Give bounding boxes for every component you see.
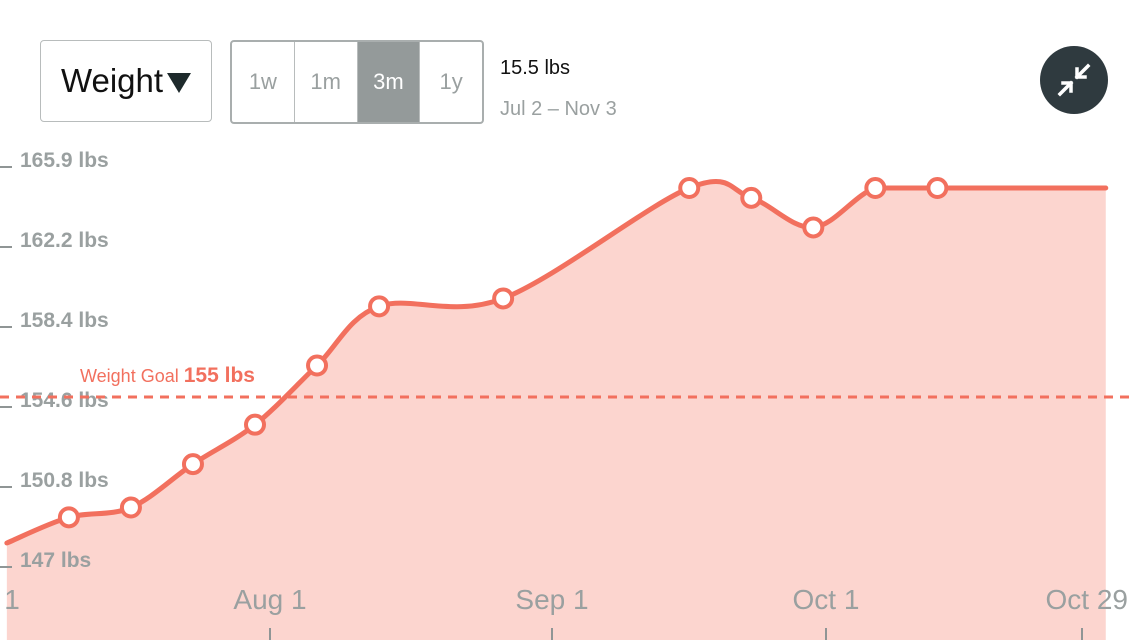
range-1y-button[interactable]: 1y bbox=[439, 69, 463, 94]
chart-area-fill bbox=[6, 181, 1106, 640]
data-point bbox=[57, 506, 80, 529]
caret-down-icon bbox=[167, 73, 192, 93]
metric-dropdown[interactable]: Weight bbox=[40, 40, 212, 122]
goal-label: Weight Goal 155 lbs bbox=[80, 364, 255, 387]
x-tick-label: Sep 1 bbox=[515, 584, 588, 615]
data-point bbox=[181, 453, 204, 476]
range-1w-button[interactable]: 1w bbox=[232, 42, 295, 122]
x-tick-label: Oct 29 bbox=[1046, 584, 1128, 615]
x-tick-label: Oct 1 bbox=[793, 584, 860, 615]
weight-change-value: 15.5 lbs bbox=[500, 57, 571, 79]
data-point bbox=[306, 354, 329, 377]
y-tick-label: 154.6 lbs bbox=[20, 389, 109, 412]
range-1m-button[interactable]: 1m bbox=[295, 42, 358, 122]
data-point bbox=[864, 177, 887, 199]
data-point bbox=[119, 496, 142, 519]
y-tick-label: 150.8 lbs bbox=[20, 469, 109, 492]
x-tick-label: Aug 1 bbox=[233, 584, 306, 615]
data-point bbox=[926, 177, 949, 199]
time-range-selector: 1w 1m 3m 1y bbox=[230, 40, 484, 124]
collapse-arrows-icon bbox=[1057, 63, 1091, 97]
collapse-button[interactable] bbox=[1040, 46, 1108, 114]
date-range-label: Jul 2 – Nov 3 bbox=[500, 98, 617, 120]
data-point bbox=[678, 177, 701, 199]
range-3m-button[interactable]: 3m bbox=[357, 42, 421, 122]
data-point bbox=[492, 287, 515, 310]
y-tick-label: 162.2 lbs bbox=[20, 229, 109, 252]
y-tick-label: 158.4 lbs bbox=[20, 309, 109, 332]
data-point bbox=[244, 413, 266, 436]
data-point bbox=[368, 295, 391, 318]
x-tick-label: 1 bbox=[4, 584, 20, 615]
metric-label: Weight bbox=[60, 62, 164, 99]
data-point bbox=[802, 216, 825, 239]
y-tick-label: 147 lbs bbox=[20, 549, 91, 572]
data-point bbox=[740, 186, 763, 209]
y-tick-label: 165.9 lbs bbox=[20, 149, 109, 172]
